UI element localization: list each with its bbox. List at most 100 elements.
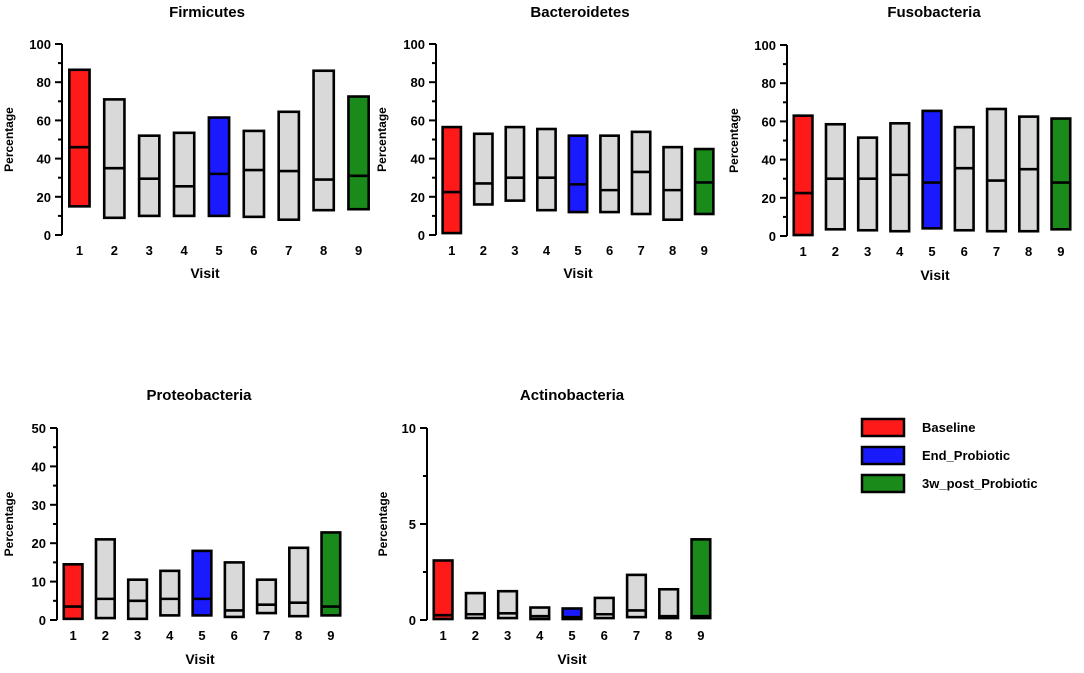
- x-tick-label: 3: [504, 628, 511, 643]
- bar-visit-9: [347, 95, 370, 211]
- y-axis-label: Percentage: [2, 107, 16, 172]
- bar-visit-5: [567, 134, 589, 214]
- y-axis-label: Percentage: [375, 107, 389, 172]
- x-axis-label: Visit: [557, 651, 587, 667]
- bar-visit-9: [690, 538, 712, 620]
- y-axis-label: Percentage: [727, 108, 741, 173]
- legend-swatch-baseline: [860, 417, 906, 438]
- panel-bacteroidetes: Bacteroidetes Visit Percentage 0 20 40 60 80…: [375, 4, 715, 281]
- bar-visit-3: [856, 136, 879, 232]
- y-tick-label: 0: [409, 613, 416, 628]
- y-tick-label: 20: [32, 536, 46, 551]
- y-tick-label: 40: [37, 152, 51, 167]
- panel-actinobacteria: Actinobacteria Visit Percentage 0 5 10 1 2 3 4…: [376, 387, 712, 667]
- x-tick-label: 5: [574, 243, 581, 258]
- x-tick-label: 2: [472, 628, 479, 643]
- x-tick-label: 9: [327, 628, 334, 643]
- bar-visit-1: [432, 559, 454, 621]
- bar-visit-6: [242, 129, 266, 219]
- x-tick-label: 2: [832, 244, 839, 259]
- bar-visit-4: [172, 131, 196, 218]
- x-tick-label: 8: [665, 628, 672, 643]
- bar-visit-6: [599, 134, 621, 214]
- bar-visit-1: [441, 125, 463, 235]
- y-tick-label: 100: [403, 37, 425, 52]
- bar-visit-7: [277, 110, 301, 222]
- x-tick-label: 2: [111, 243, 118, 258]
- bar-visit-4: [159, 569, 181, 617]
- x-tick-label: 6: [961, 244, 968, 259]
- bar-visit-3: [504, 125, 526, 202]
- y-tick-label: 20: [762, 191, 776, 206]
- y-tick-label: 60: [37, 113, 51, 128]
- x-tick-label: 3: [864, 244, 871, 259]
- x-tick-label: 3: [134, 628, 141, 643]
- x-axis-label: Visit: [563, 265, 593, 281]
- legend-label-baseline: Baseline: [922, 420, 975, 435]
- panel-firmicutes: Firmicutes Visit Percentage 0 20 40 60 80 100…: [2, 4, 370, 281]
- y-tick-label: 30: [32, 498, 46, 513]
- y-axis-label: Percentage: [2, 491, 16, 556]
- x-axis-label: Visit: [185, 651, 215, 667]
- x-tick-label: 4: [543, 243, 551, 258]
- x-tick-label: 8: [669, 243, 676, 258]
- x-tick-label: 7: [285, 243, 292, 258]
- x-axis-label: Visit: [190, 265, 220, 281]
- y-tick-label: 0: [418, 228, 425, 243]
- x-tick-label: 4: [180, 243, 188, 258]
- bar-visit-4: [529, 606, 551, 621]
- bar-visit-2: [824, 122, 846, 231]
- x-tick-label: 4: [896, 244, 904, 259]
- x-tick-label: 1: [448, 243, 455, 258]
- bar-visit-8: [1018, 115, 1040, 233]
- bar-visit-4: [889, 122, 911, 233]
- y-tick-label: 80: [37, 75, 51, 90]
- bar-visit-8: [662, 145, 684, 222]
- legend: Baseline End_Probiotic 3w_post_Probiotic: [860, 417, 1038, 494]
- bar-visit-1: [62, 563, 84, 621]
- x-tick-label: 7: [637, 243, 644, 258]
- x-axis-label: Visit: [920, 267, 950, 283]
- x-tick-label: 1: [439, 628, 446, 643]
- bar-visit-5: [921, 109, 943, 230]
- y-axis-label: Percentage: [376, 491, 390, 556]
- x-tick-label: 3: [146, 243, 153, 258]
- y-tick-label: 100: [754, 38, 776, 53]
- bar-visit-2: [464, 591, 486, 620]
- y-tick-label: 40: [762, 153, 776, 168]
- bar-visit-5: [207, 116, 231, 218]
- x-tick-label: 7: [633, 628, 640, 643]
- bar-visit-3: [126, 578, 149, 621]
- bar-visit-2: [94, 538, 116, 620]
- bar-visit-5: [561, 607, 583, 621]
- x-tick-label: 7: [993, 244, 1000, 259]
- bar-visit-2: [472, 132, 494, 206]
- bar-visit-8: [658, 587, 680, 620]
- x-tick-label: 5: [198, 628, 205, 643]
- x-tick-label: 9: [701, 243, 708, 258]
- legend-label-end-probiotic: End_Probiotic: [922, 448, 1010, 463]
- y-tick-label: 60: [411, 113, 425, 128]
- bar-visit-6: [953, 125, 975, 232]
- x-tick-label: 5: [568, 628, 575, 643]
- y-tick-label: 40: [411, 152, 425, 167]
- bar-visit-8: [288, 546, 310, 618]
- x-tick-label: 1: [76, 243, 83, 258]
- y-tick-label: 0: [44, 228, 51, 243]
- bar-visit-1: [792, 114, 814, 237]
- legend-swatch-end-probiotic: [860, 445, 906, 466]
- y-tick-label: 20: [411, 190, 425, 205]
- chart-title: Bacteroidetes: [530, 4, 629, 21]
- bar-visit-7: [625, 573, 648, 619]
- legend-swatch-3w-post-probiotic: [860, 473, 906, 494]
- bar-visit-2: [102, 98, 126, 220]
- bar-visit-6: [223, 561, 245, 619]
- x-tick-label: 5: [215, 243, 222, 258]
- y-tick-label: 80: [762, 76, 776, 91]
- y-tick-label: 0: [39, 613, 46, 628]
- x-tick-label: 6: [606, 243, 613, 258]
- x-tick-label: 2: [102, 628, 109, 643]
- x-tick-label: 8: [1025, 244, 1032, 259]
- y-tick-label: 80: [411, 75, 425, 90]
